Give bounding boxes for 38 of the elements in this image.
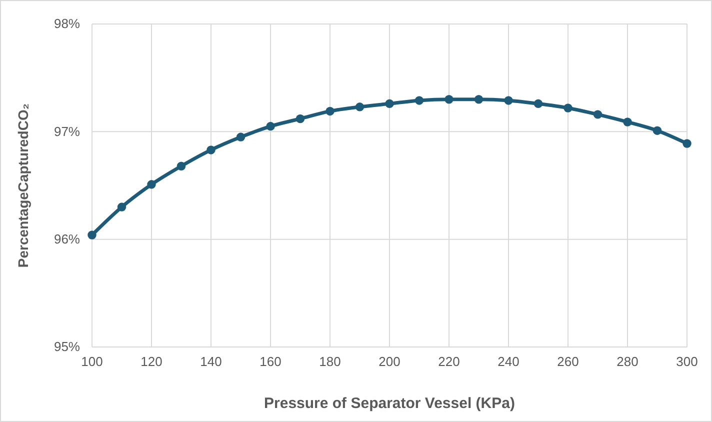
point	[355, 102, 364, 112]
point	[444, 95, 454, 104]
point	[564, 104, 572, 112]
x-tick-label: 200	[378, 354, 400, 370]
y-tick-label: 98%	[54, 16, 80, 32]
point	[414, 96, 424, 105]
point	[682, 139, 692, 148]
point	[652, 126, 662, 135]
y-tick-label: 96%	[54, 231, 80, 246]
point	[326, 106, 334, 116]
x-tick-label: 280	[616, 354, 638, 370]
point	[206, 146, 216, 154]
point	[176, 162, 186, 170]
y-tick-label: 97%	[54, 124, 80, 139]
x-tick-label: 300	[676, 354, 698, 370]
point	[147, 180, 156, 189]
x-tick-label: 240	[498, 354, 520, 370]
x-axis-title: Pressure of Separator Vessel (KPa)	[264, 395, 515, 412]
x-tick-label: 260	[557, 354, 579, 370]
x-tick-label: 100	[81, 354, 103, 370]
point	[296, 114, 305, 124]
x-tick-label: 180	[319, 354, 341, 370]
point	[117, 202, 126, 212]
x-tick-label: 160	[260, 354, 282, 370]
point	[236, 132, 246, 142]
x-tick-label: 140	[200, 354, 222, 370]
y-axis-title: PercentageCapturedCO₂	[15, 103, 31, 268]
point	[385, 99, 394, 108]
x-tick-label: 120	[140, 354, 162, 370]
point	[593, 110, 602, 119]
point	[534, 99, 543, 108]
y-tick-label: 95%	[54, 339, 80, 354]
point	[474, 95, 484, 104]
x-tick-label: 220	[438, 354, 460, 370]
point	[88, 230, 96, 240]
point	[504, 96, 513, 105]
point	[266, 122, 275, 131]
point	[623, 118, 632, 126]
